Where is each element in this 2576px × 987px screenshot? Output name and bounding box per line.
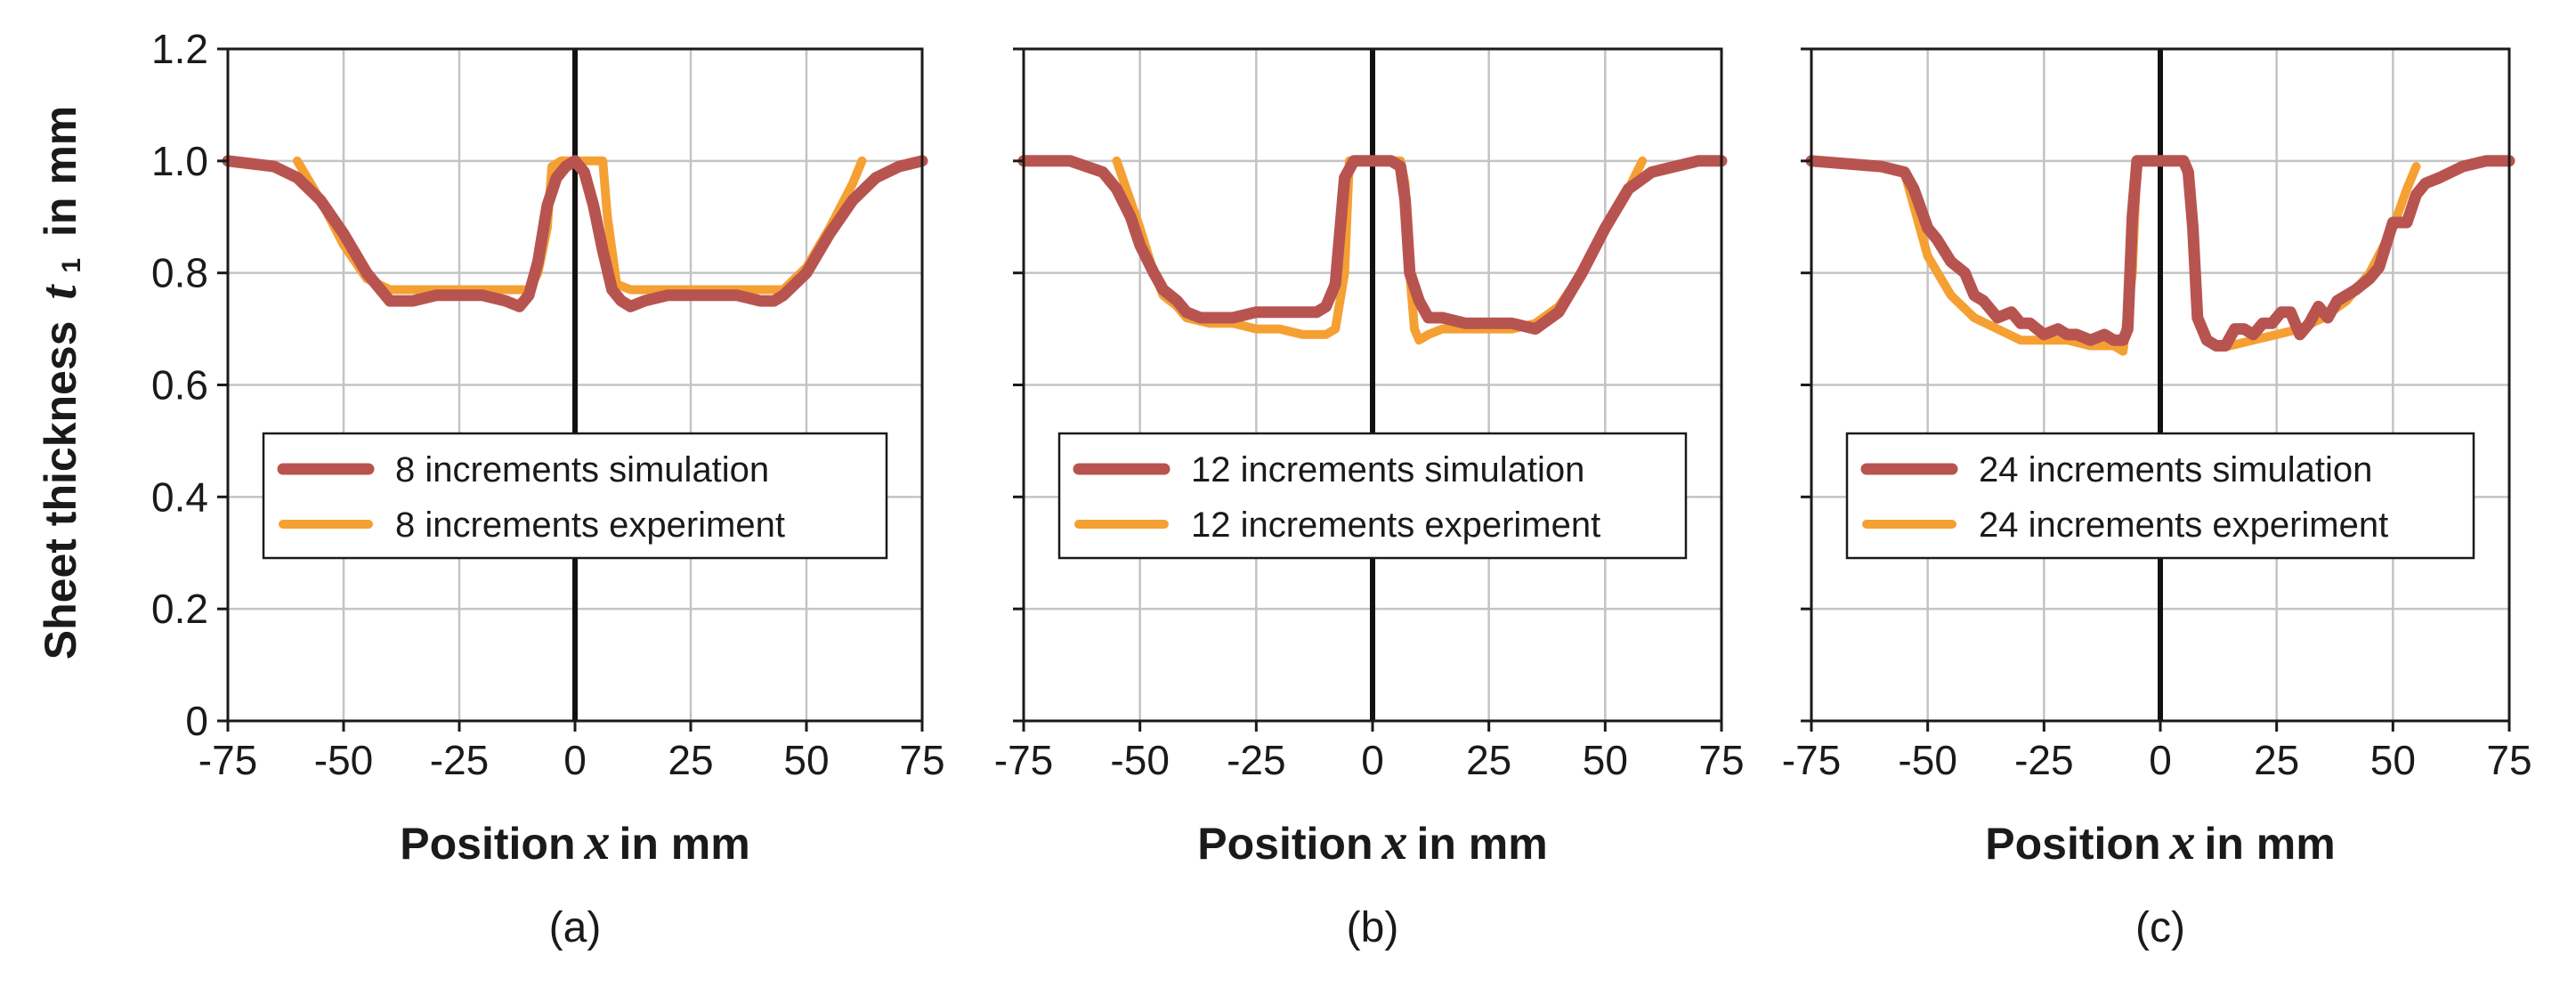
x-tick-label: -50 [1110,737,1169,783]
x-axis-title-suffix: in mm [2204,819,2335,869]
x-axis-title-variable: x [583,813,610,870]
x-axis-title-suffix: in mm [619,819,749,869]
series-line-simulation [1805,155,2515,352]
y-axis-title-text: Sheet thickness t 1 in mm [29,106,94,660]
y-axis-title: Sheet thickness t 1 in mm [29,106,94,660]
x-tick-label: 25 [1466,737,1511,783]
panel-label: (c) [2135,904,2185,951]
x-tick-label: 75 [2486,737,2531,783]
x-axis-title-prefix: Position [400,819,575,869]
x-tick-label: -75 [994,737,1053,783]
panel-2: -75 -50 -25 0 25 50 75 Position x in mm (b) 12 incr… [994,47,1745,951]
x-tick-label: -75 [198,737,257,783]
legend-label-experiment: 12 increments experiment [1191,506,1600,545]
legend-label-simulation: 24 increments simulation [1979,450,2372,489]
x-tick-label: 50 [1583,737,1628,783]
x-axis-title-variable: x [2168,813,2195,870]
x-tick-label: -25 [430,737,489,783]
legend-label-simulation: 8 increments simulation [395,450,769,489]
legend-box [1057,432,1688,560]
x-axis-title-variable: x [1381,813,1407,870]
legend: 8 increments simulation 8 increments expe… [262,432,888,560]
x-tick-label: -25 [2014,737,2073,783]
y-axis-title-variable: t [29,284,87,300]
x-axis-title-suffix: in mm [1416,819,1547,869]
x-axis-title: Position x in mm [400,813,749,870]
x-tick-label: 25 [2254,737,2299,783]
x-tick-label: 75 [899,737,944,783]
y-tick-label: 0.4 [151,473,208,520]
x-axis-title: Position x in mm [1985,813,2335,870]
series-line-experiment [293,156,867,295]
x-tick-label: 25 [668,737,713,783]
panel-label: (a) [549,904,602,951]
x-tick-label: 75 [1698,737,1744,783]
legend-box [262,432,888,560]
panel-3: -75 -50 -25 0 25 50 75 Position x in mm (c) 24 incr… [1782,47,2532,951]
legend-label-experiment: 24 increments experiment [1979,506,2388,545]
series-line-simulation [222,155,928,312]
legend-box [1845,432,2475,560]
panel-1: -75 -50 -25 0 25 50 75 0 0.2 0.4 0.6 0.8 1.0 1.2 Posit… [151,26,945,951]
x-axis-title-prefix: Position [1985,819,2160,869]
x-axis-title: Position x in mm [1197,813,1547,870]
x-axis-title-prefix: Position [1197,819,1373,869]
y-axis-title-suffix: in mm [36,106,85,237]
panel-label: (b) [1347,904,1399,951]
y-axis-title-prefix: Sheet thickness [36,321,85,660]
x-tick-label: 0 [1361,737,1384,783]
x-tick-label: 0 [2149,737,2172,783]
panels: -75 -50 -25 0 25 50 75 0 0.2 0.4 0.6 0.8 1.0 1.2 Posit… [151,26,2532,951]
y-tick-label: 0.6 [151,362,208,409]
y-axis-title-subscript: 1 [57,258,86,273]
x-tick-label: 0 [563,737,587,783]
x-tick-label: -50 [1898,737,1956,783]
legend: 24 increments simulation 24 increments ex… [1845,432,2475,560]
y-tick-label: 0.8 [151,250,208,296]
x-tick-label: 50 [783,737,829,783]
y-tick-label: 0 [185,698,208,744]
y-tick-label: 0.2 [151,586,208,632]
series-line-simulation [1017,155,1728,336]
legend: 12 increments simulation 12 increments ex… [1057,432,1688,560]
y-tick-label: 1.0 [151,138,208,184]
x-tick-label: -25 [1227,737,1285,783]
legend-label-experiment: 8 increments experiment [395,506,785,545]
x-tick-label: -75 [1782,737,1841,783]
legend-label-simulation: 12 increments simulation [1191,450,1584,489]
x-tick-label: 50 [2370,737,2416,783]
x-tick-label: -50 [314,737,373,783]
y-tick-label: 1.2 [151,26,208,72]
